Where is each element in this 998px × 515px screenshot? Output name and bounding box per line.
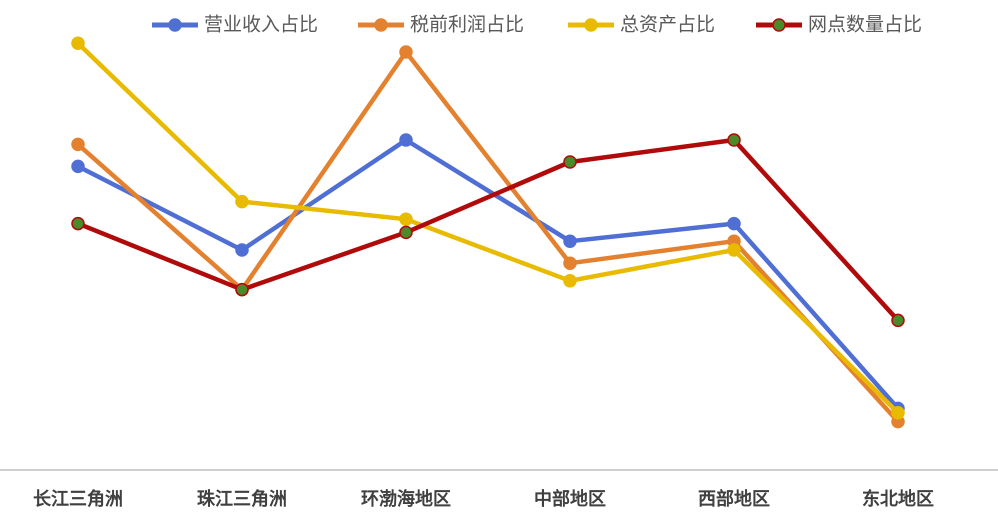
x-tick-label: 环渤海地区 xyxy=(361,488,451,510)
data-point xyxy=(71,137,85,152)
x-tick-label: 长江三角洲 xyxy=(33,488,123,510)
data-point xyxy=(71,216,85,231)
legend-item-0: 营业收入占比 xyxy=(152,14,318,36)
data-point xyxy=(399,45,413,59)
data-point xyxy=(727,243,741,257)
data-point xyxy=(727,216,741,231)
legend-item-3: 网点数量占比 xyxy=(756,14,922,36)
legend-label: 网点数量占比 xyxy=(808,14,922,36)
legend-swatch-marker xyxy=(168,18,182,32)
data-point xyxy=(235,194,249,209)
plot-area xyxy=(71,36,905,429)
series-line xyxy=(75,49,901,424)
data-point xyxy=(891,406,905,420)
data-point xyxy=(235,243,249,257)
data-point xyxy=(399,212,413,226)
series-0 xyxy=(71,133,905,416)
series-line xyxy=(75,137,901,411)
x-tick-label: 东北地区 xyxy=(862,488,934,510)
data-point xyxy=(727,133,741,147)
data-point xyxy=(563,274,577,288)
data-point xyxy=(563,155,577,169)
data-point xyxy=(563,234,577,248)
data-point xyxy=(399,133,413,147)
legend: 营业收入占比 税前利润占比 总资产占比 网点数量占比 xyxy=(152,14,922,36)
data-point xyxy=(891,313,905,328)
legend-label: 税前利润占比 xyxy=(410,14,524,36)
x-axis-tick-labels: 长江三角洲 珠江三角洲 环渤海地区 中部地区 西部地区 东北地区 xyxy=(33,488,934,510)
data-point xyxy=(71,36,85,50)
series-line xyxy=(75,40,901,416)
legend-label: 营业收入占比 xyxy=(204,14,318,36)
x-tick-label: 中部地区 xyxy=(534,488,606,510)
legend-swatch-marker xyxy=(374,18,388,32)
data-point xyxy=(399,225,413,240)
x-tick-label: 西部地区 xyxy=(698,488,770,510)
data-point xyxy=(235,282,249,297)
x-tick-label: 珠江三角洲 xyxy=(197,488,287,510)
data-point xyxy=(563,256,577,270)
legend-item-1: 税前利润占比 xyxy=(358,14,524,36)
legend-swatch-marker xyxy=(772,18,786,32)
series-line xyxy=(75,137,901,323)
series-1 xyxy=(71,45,905,429)
legend-swatch-marker xyxy=(584,18,598,32)
legend-item-2: 总资产占比 xyxy=(568,14,715,36)
series-3 xyxy=(71,133,905,328)
series-2 xyxy=(71,36,905,420)
legend-label: 总资产占比 xyxy=(620,14,715,36)
data-point xyxy=(71,159,85,174)
